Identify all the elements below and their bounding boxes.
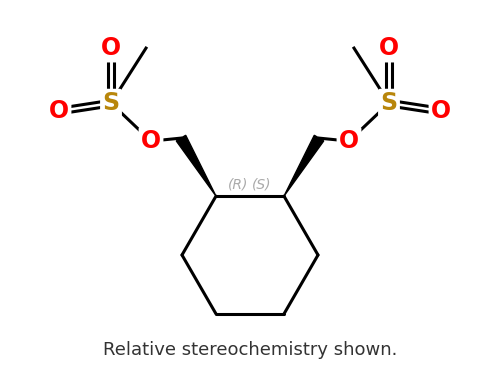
Text: S: S — [380, 91, 398, 115]
Text: O: O — [101, 36, 121, 60]
Text: O: O — [339, 129, 359, 153]
Text: O: O — [379, 36, 399, 60]
Text: Relative stereochemistry shown.: Relative stereochemistry shown. — [103, 341, 397, 359]
Text: (R): (R) — [228, 177, 248, 191]
Polygon shape — [176, 135, 216, 196]
Polygon shape — [284, 135, 324, 196]
Text: (S): (S) — [252, 177, 272, 191]
Text: O: O — [431, 99, 451, 123]
Text: S: S — [102, 91, 120, 115]
Text: O: O — [141, 129, 161, 153]
Text: O: O — [49, 99, 69, 123]
